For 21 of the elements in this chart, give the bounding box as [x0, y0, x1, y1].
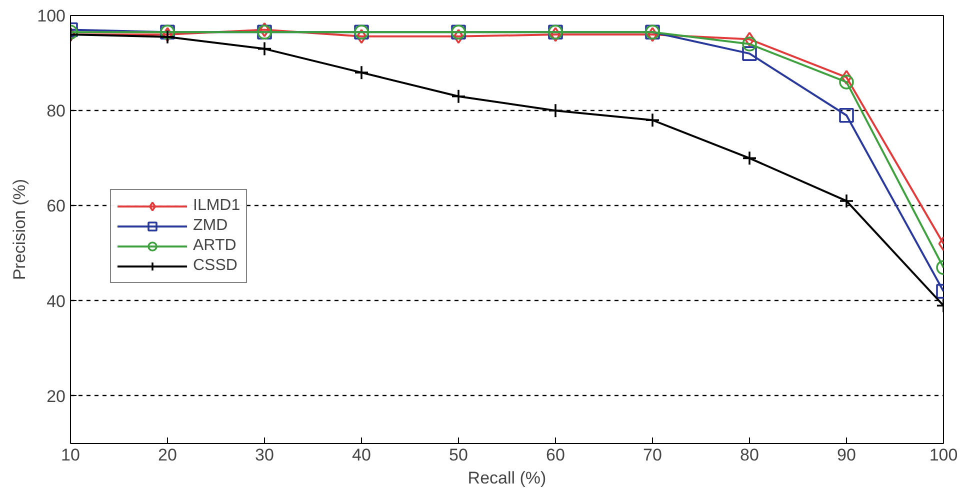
x-tick-label: 40: [352, 446, 371, 464]
legend-label: CSSD: [193, 257, 238, 275]
y-tick-label: 80: [46, 102, 66, 121]
x-tick-label: 10: [61, 446, 80, 464]
x-axis-title: Recall (%): [468, 468, 546, 488]
x-tick-label: 60: [546, 446, 565, 464]
x-tick-label: 20: [158, 446, 177, 464]
legend-label: ILMD1: [193, 197, 240, 215]
y-tick-label: 40: [46, 292, 66, 311]
legend-label: ARTD: [193, 237, 236, 255]
x-tick-label: 90: [837, 446, 856, 464]
x-tick-label: 50: [449, 446, 468, 464]
x-tick-label: 30: [255, 446, 274, 464]
y-tick-label: 100: [37, 6, 66, 26]
x-tick-label: 100: [929, 446, 958, 464]
y-tick-label: 60: [46, 196, 66, 216]
x-tick-label: 70: [643, 446, 662, 464]
legend-label: ZMD: [193, 217, 228, 235]
y-axis-title: Precision (%): [10, 178, 30, 280]
x-tick-label: 80: [740, 446, 759, 464]
y-tick-label: 20: [46, 386, 66, 406]
